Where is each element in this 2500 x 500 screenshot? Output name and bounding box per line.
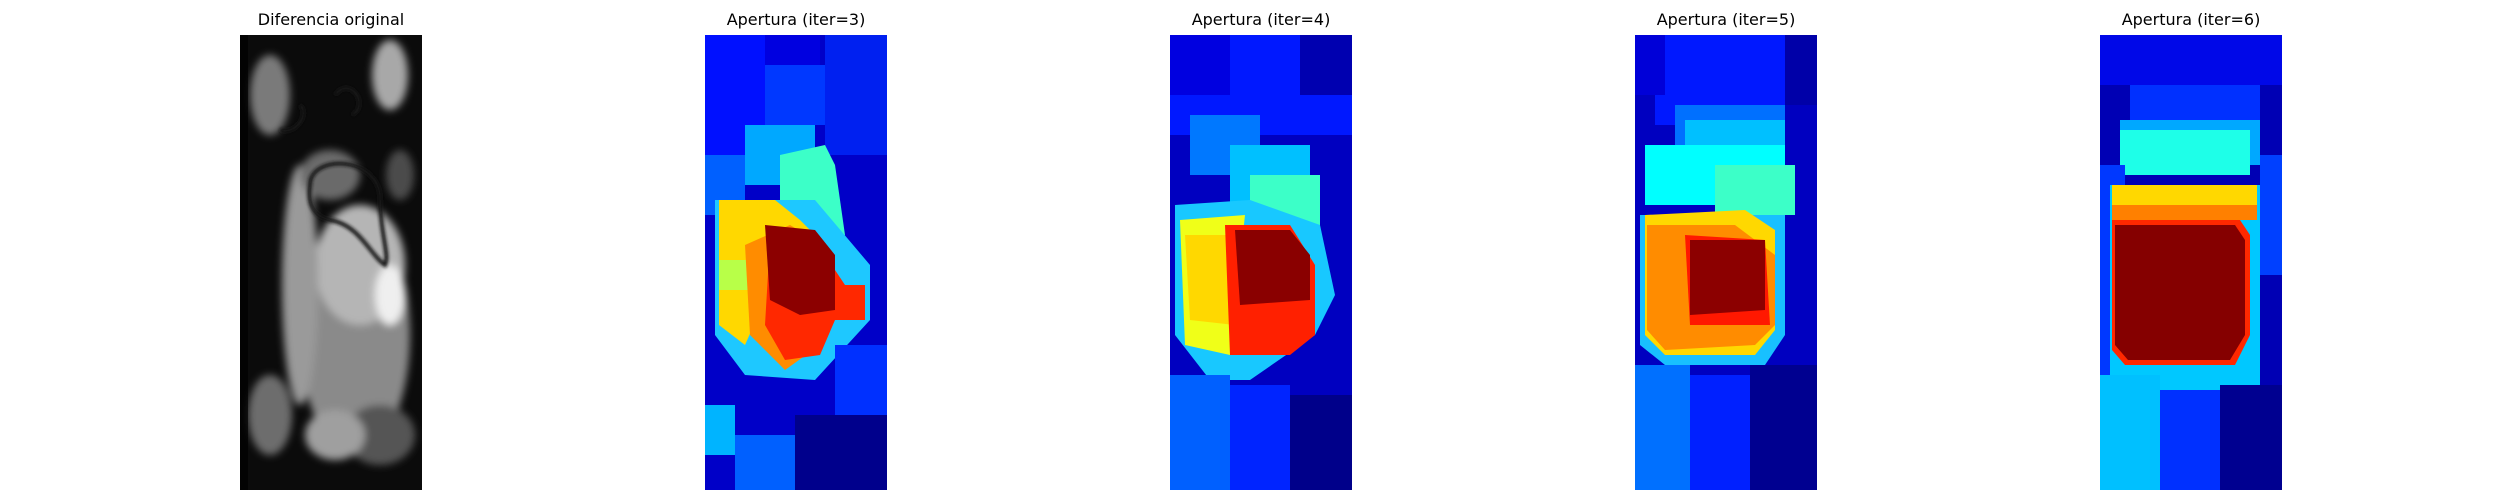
panel-iter-3: Apertura (iter=3)	[705, 0, 887, 500]
panel-title: Apertura (iter=3)	[726, 10, 866, 29]
panel-title: Diferencia original	[257, 10, 405, 29]
panel-title: Apertura (iter=5)	[1656, 10, 1796, 29]
panel-iter-6: Apertura (iter=6)	[2100, 0, 2282, 500]
jet-colormap-image	[1635, 35, 1817, 490]
panel-iter-5: Apertura (iter=5)	[1635, 0, 1817, 500]
grayscale-image	[240, 35, 422, 490]
jet-colormap-image	[705, 35, 887, 490]
panel-iter-4: Apertura (iter=4)	[1170, 0, 1352, 500]
jet-colormap-image	[1170, 35, 1352, 490]
jet-colormap-image	[2100, 35, 2282, 490]
panel-original: Diferencia original	[240, 0, 422, 500]
panel-title: Apertura (iter=4)	[1191, 10, 1331, 29]
panel-title: Apertura (iter=6)	[2121, 10, 2261, 29]
